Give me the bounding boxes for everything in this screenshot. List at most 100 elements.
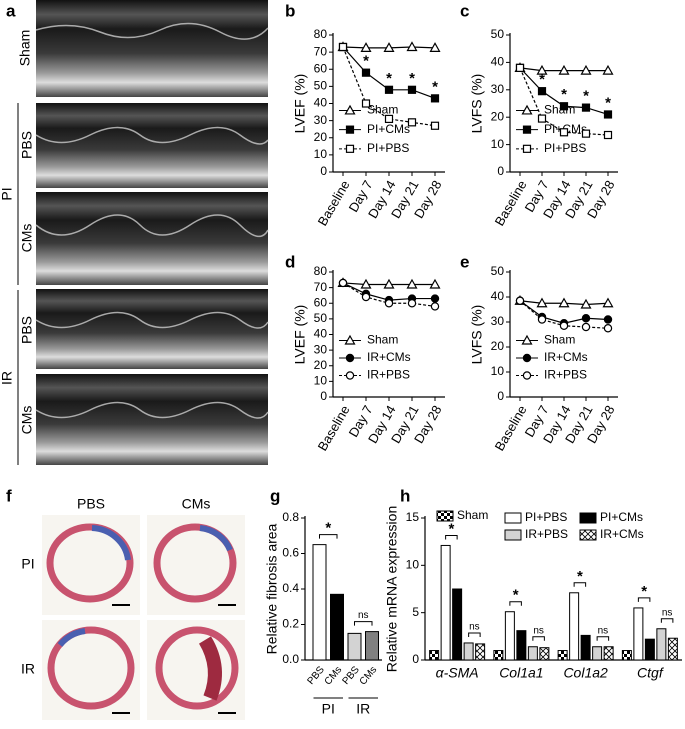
marker bbox=[522, 353, 532, 363]
legend-label: IR+PBS bbox=[544, 368, 587, 382]
marker bbox=[429, 278, 441, 289]
y-tick-label: 0 bbox=[412, 652, 419, 666]
y-tick-label: 15 bbox=[406, 510, 420, 524]
marker bbox=[522, 371, 532, 380]
y-tick-label: 30 bbox=[491, 314, 505, 328]
x-tick-label: Col1a1 bbox=[499, 665, 543, 681]
y-tick-label: 50 bbox=[491, 264, 505, 278]
marker bbox=[360, 278, 372, 289]
significance-bracket bbox=[637, 597, 651, 602]
marker bbox=[537, 114, 547, 123]
legend-label: PI+CMs bbox=[367, 122, 410, 136]
bar bbox=[463, 642, 474, 661]
significance-bracket bbox=[660, 618, 674, 623]
marker bbox=[603, 130, 613, 140]
panel-label: e bbox=[460, 252, 469, 271]
y-tick-label: 0.6 bbox=[282, 546, 299, 560]
marker bbox=[345, 353, 355, 363]
marker bbox=[344, 104, 356, 115]
y-tick-label: 0.4 bbox=[282, 581, 299, 595]
bar bbox=[493, 650, 504, 661]
y-tick-label: 60 bbox=[314, 61, 328, 75]
echo-row-label: CMs bbox=[19, 406, 35, 435]
significance: * bbox=[386, 70, 392, 87]
x-tick-label: Col1a2 bbox=[563, 665, 608, 681]
legend-label: PI+CMs bbox=[600, 510, 643, 524]
y-tick-label: 5 bbox=[412, 605, 419, 619]
bar bbox=[569, 592, 580, 661]
y-axis-label: LVFS (%) bbox=[469, 305, 485, 365]
bar bbox=[557, 650, 568, 661]
panel-label: c bbox=[460, 1, 469, 20]
significance: * bbox=[513, 587, 519, 604]
marker bbox=[361, 292, 371, 302]
y-tick-label: 20 bbox=[314, 130, 328, 144]
marker bbox=[384, 85, 394, 94]
marker bbox=[345, 144, 355, 153]
marker bbox=[559, 321, 569, 330]
x-tick-label: CMs bbox=[358, 665, 380, 688]
panel-label: a bbox=[6, 1, 16, 20]
marker bbox=[515, 296, 525, 305]
y-tick-label: 40 bbox=[314, 96, 328, 110]
marker bbox=[430, 94, 440, 103]
marker bbox=[558, 297, 570, 308]
significance-bracket bbox=[532, 636, 545, 641]
echo-images bbox=[17, 0, 269, 465]
bar bbox=[516, 630, 527, 661]
y-tick-label: 10 bbox=[491, 364, 505, 378]
significance: * bbox=[605, 94, 611, 111]
y-tick-label: 20 bbox=[491, 109, 505, 123]
bar bbox=[504, 611, 515, 661]
marker bbox=[536, 64, 548, 75]
bar bbox=[312, 544, 327, 661]
significance-bracket bbox=[468, 632, 481, 637]
legend-swatch bbox=[579, 529, 597, 541]
x-tick-label: Ctgf bbox=[637, 665, 665, 681]
echo-row-label: Sham bbox=[17, 30, 33, 67]
group-label: IR bbox=[356, 701, 370, 717]
marker bbox=[521, 104, 533, 115]
legend-swatch bbox=[436, 510, 454, 522]
y-tick-label: 0 bbox=[320, 164, 327, 178]
significance: * bbox=[577, 568, 583, 585]
marker bbox=[602, 64, 614, 75]
y-tick-label: 20 bbox=[491, 339, 505, 353]
legend-swatch bbox=[504, 512, 522, 524]
significance-bracket bbox=[596, 636, 610, 641]
marker bbox=[361, 99, 371, 108]
y-tick-label: 50 bbox=[314, 79, 328, 93]
legend-label: IR+PBS bbox=[525, 527, 568, 541]
bar bbox=[667, 637, 678, 661]
histology-col-label: CMs bbox=[182, 496, 211, 512]
marker bbox=[603, 110, 613, 119]
histology-row-label: IR bbox=[21, 661, 35, 677]
x-tick-label: PBS bbox=[341, 664, 363, 687]
bar bbox=[527, 646, 538, 661]
bar bbox=[580, 634, 591, 661]
echo-group-label: IR bbox=[0, 371, 15, 385]
panel-label: b bbox=[285, 1, 295, 20]
y-tick-label: 60 bbox=[314, 295, 328, 309]
marker bbox=[537, 315, 547, 324]
marker bbox=[522, 125, 532, 134]
bar bbox=[603, 646, 614, 661]
marker bbox=[383, 42, 395, 52]
bar bbox=[621, 650, 632, 661]
y-axis-label: LVEF (%) bbox=[292, 305, 308, 365]
significance: * bbox=[325, 520, 331, 537]
legend-label: Sham bbox=[544, 103, 575, 117]
legend-label: IR+CMs bbox=[367, 350, 411, 364]
y-tick-label: 80 bbox=[314, 264, 328, 278]
significance-bracket bbox=[573, 582, 587, 587]
marker bbox=[537, 87, 547, 96]
echo-row-label: PBS bbox=[19, 316, 35, 344]
marker bbox=[558, 64, 570, 75]
y-tick-label: 70 bbox=[314, 280, 328, 294]
marker bbox=[581, 129, 591, 138]
marker bbox=[407, 118, 417, 127]
y-tick-label: 0 bbox=[497, 164, 504, 178]
y-tick-label: 20 bbox=[314, 358, 328, 372]
marker bbox=[345, 125, 355, 134]
marker bbox=[522, 144, 532, 153]
